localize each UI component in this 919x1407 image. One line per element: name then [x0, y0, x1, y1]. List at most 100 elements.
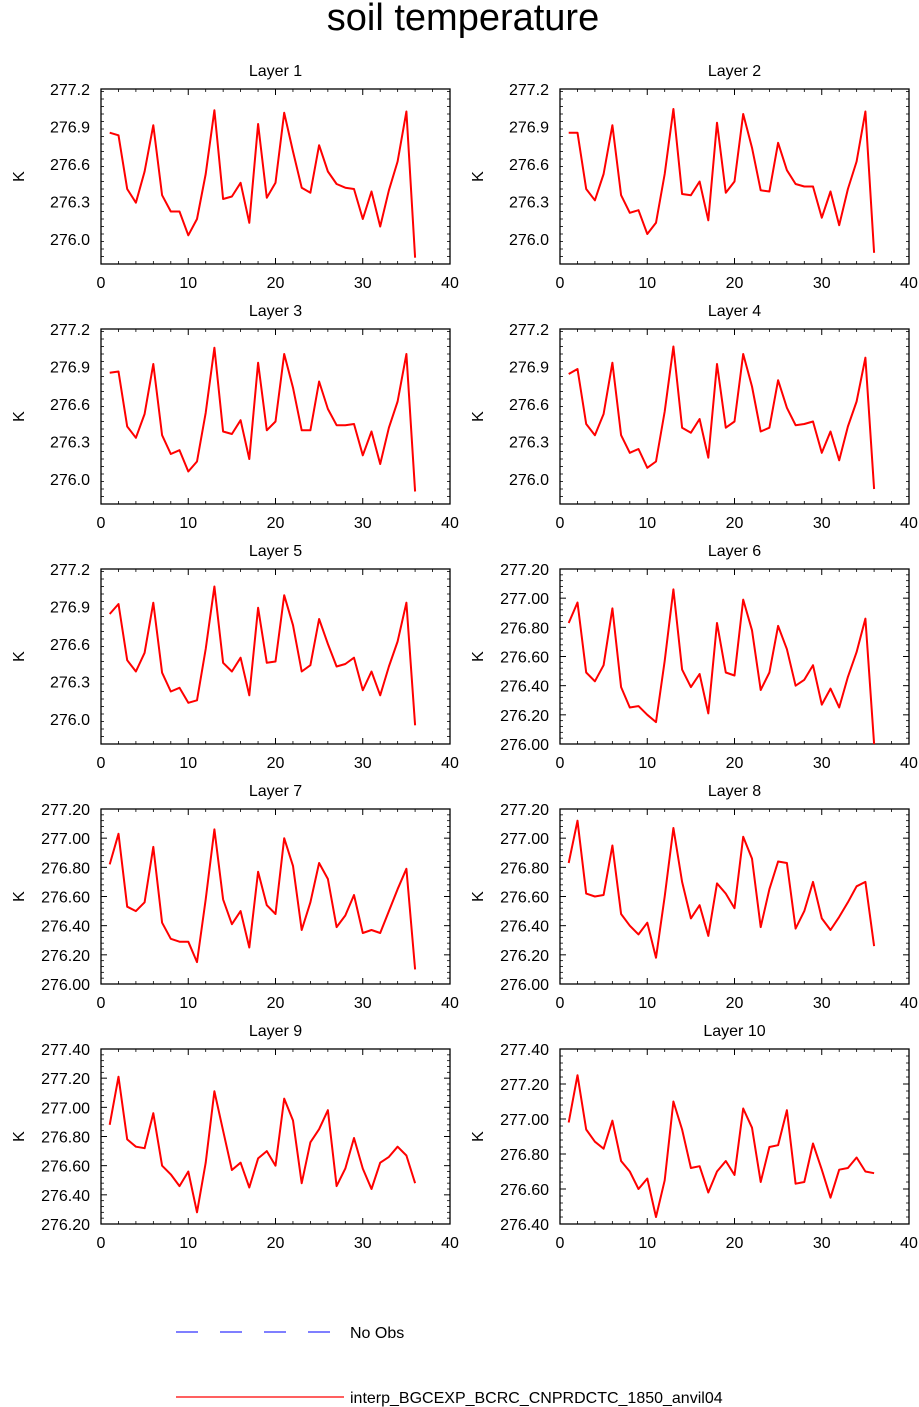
plot-frame	[559, 1048, 910, 1225]
x-tick-label: 30	[354, 755, 372, 772]
panel-layer-6: Layer 6 K 0 10 20 30 40 276.00 276.20 276.40 276.6…	[470, 543, 918, 772]
x-tick-label: 10	[179, 275, 197, 292]
y-tick-label: 277.2	[509, 322, 549, 339]
y-tick-label: 276.0	[50, 712, 90, 729]
y-axis-label: K	[470, 651, 487, 662]
panel-title: Layer 8	[708, 783, 761, 800]
y-tick-label: 276.0	[50, 232, 90, 249]
x-tick-label: 10	[638, 755, 656, 772]
y-axis-label: K	[11, 171, 28, 182]
panel-title: Layer 6	[708, 543, 761, 560]
x-tick-label: 10	[179, 1235, 197, 1252]
y-axis-label: K	[11, 891, 28, 902]
y-tick-label: 276.9	[50, 360, 90, 377]
x-tick-label: 20	[267, 995, 285, 1012]
y-tick-label: 276.80	[41, 860, 90, 877]
x-tick-label: 40	[441, 275, 459, 292]
x-tick-label: 10	[638, 995, 656, 1012]
panel-title: Layer 9	[249, 1023, 302, 1040]
y-tick-label: 276.40	[500, 919, 549, 936]
legend: No Obs interp_BGCEXP_BCRC_CNPRDCTC_1850_…	[176, 1325, 723, 1407]
panel-layer-2: Layer 2 K 0 10 20 30 40 276.0 276.3 276.6 276.9 277…	[470, 63, 918, 292]
panel-title: Layer 10	[703, 1023, 765, 1040]
legend-no-obs-label: No Obs	[350, 1325, 404, 1342]
series-line	[568, 108, 876, 253]
x-tick-label: 0	[556, 1235, 565, 1252]
panel-layer-5: Layer 5 K 0 10 20 30 40 276.0 276.3 276.6 276.9 277…	[11, 543, 459, 772]
y-axis-label: K	[470, 891, 487, 902]
panel-layer-3: Layer 3 K 0 10 20 30 40 276.0 276.3 276.6 276.9 277…	[11, 303, 459, 532]
y-tick-label: 276.80	[500, 1147, 549, 1164]
y-tick-label: 277.2	[50, 82, 90, 99]
y-tick-label: 276.3	[50, 435, 90, 452]
x-tick-label: 40	[441, 515, 459, 532]
x-tick-label: 0	[97, 275, 106, 292]
y-tick-label: 276.9	[50, 600, 90, 617]
y-tick-label: 276.3	[50, 675, 90, 692]
panel-title: Layer 2	[708, 63, 761, 80]
series-line	[108, 1075, 417, 1214]
y-tick-label: 276.20	[41, 948, 90, 965]
x-tick-label: 0	[556, 275, 565, 292]
y-tick-label: 277.2	[50, 562, 90, 579]
y-tick-label: 276.9	[50, 120, 90, 137]
y-tick-label: 276.0	[509, 472, 549, 489]
y-axis-label: K	[470, 411, 487, 422]
x-tick-label: 20	[726, 515, 744, 532]
series-line	[109, 109, 417, 258]
y-tick-label: 276.40	[41, 919, 90, 936]
y-tick-label: 276.6	[50, 157, 90, 174]
plot-frame	[100, 1048, 451, 1225]
y-tick-label: 277.00	[41, 831, 90, 848]
x-tick-label: 0	[556, 995, 565, 1012]
y-tick-label: 276.80	[500, 620, 549, 637]
y-tick-label: 276.40	[500, 1217, 549, 1234]
x-tick-label: 0	[97, 755, 106, 772]
series-line	[568, 345, 876, 490]
y-tick-label: 276.6	[509, 157, 549, 174]
x-tick-label: 40	[441, 1235, 459, 1252]
y-tick-label: 277.2	[50, 322, 90, 339]
series-line	[567, 588, 876, 745]
y-tick-label: 276.6	[50, 637, 90, 654]
x-tick-label: 10	[638, 515, 656, 532]
x-tick-label: 40	[900, 515, 918, 532]
y-tick-label: 276.60	[41, 1159, 90, 1176]
y-tick-label: 277.00	[500, 831, 549, 848]
series-line	[567, 819, 876, 959]
panel-title: Layer 5	[249, 543, 302, 560]
y-tick-label: 276.0	[509, 232, 549, 249]
x-tick-label: 10	[179, 995, 197, 1012]
y-tick-label: 276.80	[41, 1130, 90, 1147]
panel-layer-1: Layer 1 K 0 10 20 30 40 276.0 276.3 276.6 276.9 277…	[11, 63, 459, 292]
panel-layer-7: Layer 7 K 0 10 20 30 40 276.00 276.20 276.40 276.6…	[11, 783, 459, 1012]
y-tick-label: 276.6	[50, 397, 90, 414]
y-tick-label: 276.20	[500, 708, 549, 725]
y-tick-label: 276.40	[41, 1188, 90, 1205]
y-tick-label: 276.80	[500, 860, 549, 877]
plot-frame	[100, 808, 451, 985]
y-tick-label: 276.20	[500, 948, 549, 965]
y-tick-label: 276.0	[50, 472, 90, 489]
x-tick-label: 20	[726, 1235, 744, 1252]
x-tick-label: 40	[900, 1235, 918, 1252]
y-tick-label: 277.20	[41, 802, 90, 819]
y-axis-label: K	[470, 1131, 487, 1142]
x-tick-label: 20	[267, 275, 285, 292]
y-tick-label: 276.20	[41, 1217, 90, 1234]
series-line	[109, 346, 417, 492]
x-tick-label: 40	[900, 275, 918, 292]
x-tick-label: 30	[354, 515, 372, 532]
y-tick-label: 276.3	[509, 195, 549, 212]
y-tick-label: 276.60	[500, 650, 549, 667]
plot-frame	[559, 808, 910, 985]
y-axis-label: K	[11, 1131, 28, 1142]
x-tick-label: 40	[441, 755, 459, 772]
y-tick-label: 277.00	[500, 1112, 549, 1129]
x-tick-label: 40	[900, 755, 918, 772]
y-tick-label: 277.00	[41, 1100, 90, 1117]
x-tick-label: 20	[267, 515, 285, 532]
panel-layer-10: Layer 10 K 0 10 20 30 40 276.40 276.60 276.80 277.…	[470, 1023, 918, 1252]
y-tick-label: 277.40	[500, 1042, 549, 1059]
y-tick-label: 276.00	[41, 977, 90, 994]
